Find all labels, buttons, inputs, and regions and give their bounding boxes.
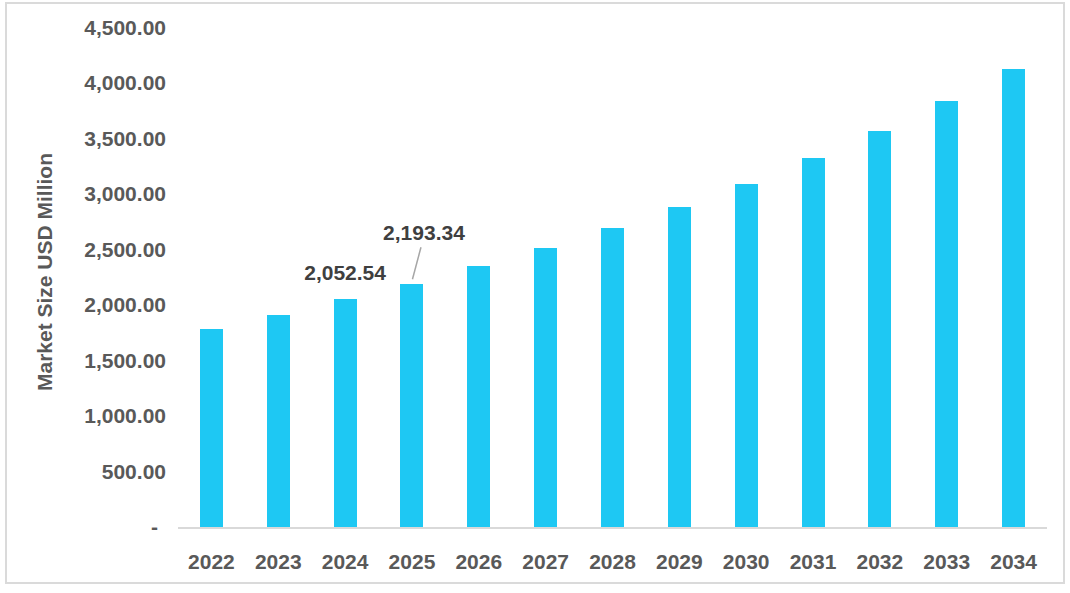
y-tick-label: 4,500.00 bbox=[0, 15, 166, 41]
bar-2026 bbox=[467, 266, 490, 527]
y-tick-label: 2,000.00 bbox=[0, 292, 166, 318]
data-label-2025: 2,193.34 bbox=[383, 221, 465, 245]
x-tick-label: 2026 bbox=[446, 550, 512, 574]
bar-2028 bbox=[601, 228, 624, 527]
chart-canvas: Market Size USD Million 4,500.004,000.00… bbox=[0, 0, 1070, 593]
x-tick-label: 2022 bbox=[178, 550, 244, 574]
bar-2034 bbox=[1002, 69, 1025, 527]
x-tick-label: 2027 bbox=[513, 550, 579, 574]
x-axis-line bbox=[178, 527, 1047, 529]
bar-2031 bbox=[802, 158, 825, 527]
y-tick-label: 1,500.00 bbox=[0, 348, 166, 374]
y-tick-label: 3,500.00 bbox=[0, 126, 166, 152]
x-tick-label: 2032 bbox=[847, 550, 913, 574]
y-tick-label: 1,000.00 bbox=[0, 403, 166, 429]
y-tick-label: 3,000.00 bbox=[0, 181, 166, 207]
bar-2022 bbox=[200, 329, 223, 527]
data-label-2024: 2,052.54 bbox=[304, 261, 386, 285]
x-tick-label: 2030 bbox=[713, 550, 779, 574]
x-tick-label: 2034 bbox=[981, 550, 1047, 574]
y-tick-label: 500.00 bbox=[0, 459, 166, 485]
bar-2033 bbox=[935, 101, 958, 527]
y-tick-label: 4,000.00 bbox=[0, 70, 166, 96]
x-tick-label: 2028 bbox=[580, 550, 646, 574]
x-tick-label: 2025 bbox=[379, 550, 445, 574]
bar-2025 bbox=[400, 284, 423, 527]
bar-2030 bbox=[735, 184, 758, 527]
y-tick-label: - bbox=[0, 514, 158, 540]
x-tick-label: 2031 bbox=[780, 550, 846, 574]
bar-2032 bbox=[868, 131, 891, 527]
y-tick-label: 2,500.00 bbox=[0, 237, 166, 263]
bar-2029 bbox=[668, 207, 691, 527]
x-tick-label: 2029 bbox=[646, 550, 712, 574]
x-tick-label: 2024 bbox=[312, 550, 378, 574]
x-tick-label: 2023 bbox=[245, 550, 311, 574]
bar-2024 bbox=[334, 299, 357, 527]
x-tick-label: 2033 bbox=[914, 550, 980, 574]
bar-2027 bbox=[534, 248, 557, 527]
bar-2023 bbox=[267, 315, 290, 527]
